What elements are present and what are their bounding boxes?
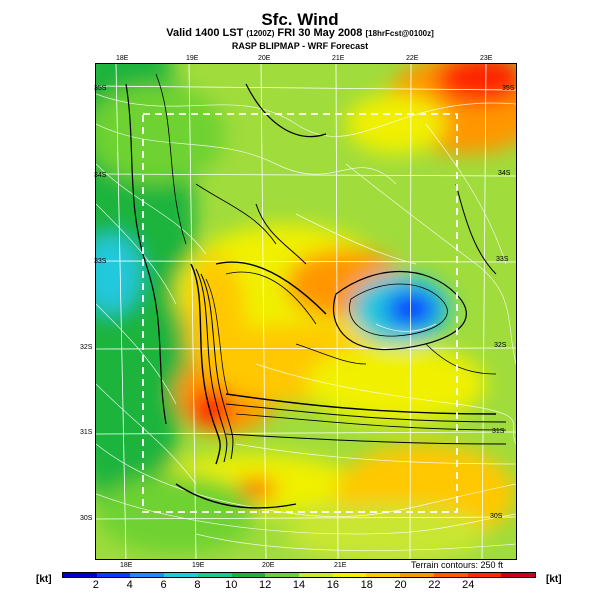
lon-label-bottom: 21E (334, 562, 347, 569)
lat-label-right: 35S (502, 85, 515, 92)
colorbar-segment (130, 573, 165, 577)
colorbar-tick-label: 4 (126, 579, 133, 591)
lat-label-right: 34S (498, 170, 511, 177)
colorbar-segment (231, 573, 266, 577)
map-source: RASP BLIPMAP - WRF Forecast (231, 41, 369, 51)
lon-label-top: 20E (258, 55, 271, 62)
colorbar-segment (299, 573, 333, 577)
lat-label-right: 30S (490, 513, 503, 520)
colorbar-tick-label: 10 (225, 579, 238, 591)
lon-label-top: 22E (406, 55, 419, 62)
colorbar-segment (433, 573, 468, 577)
lon-label-top: 19E (186, 55, 199, 62)
lat-label-left: 30S (80, 515, 93, 522)
colorbar-tick-label: 24 (462, 579, 475, 591)
colorbar-unit-left: [kt] (36, 574, 52, 585)
valid-utc: (1200Z) (246, 29, 275, 38)
wind-field-svg (96, 64, 516, 559)
colorbar-tick-label: 6 (160, 579, 167, 591)
colorbar-tick-label: 20 (394, 579, 407, 591)
lon-label-bottom: 18E (120, 562, 133, 569)
wind-map (95, 63, 517, 560)
lat-label-left: 33S (94, 258, 107, 265)
colorbar-unit-right: [kt] (546, 574, 562, 585)
map-subtitle: Valid 1400 LST (1200Z) FRI 30 May 2008 [… (0, 27, 600, 39)
lat-lon-grid (96, 64, 516, 559)
colorbar-tick-label: 12 (259, 579, 272, 591)
wind-speed-colorbar (62, 572, 536, 578)
valid-time: Valid 1400 LST (166, 27, 244, 39)
inner-domain-box (142, 113, 458, 513)
colorbar-tick-label: 2 (92, 579, 99, 591)
forecast-info: [18hrFcst@0100z] (365, 29, 434, 38)
colorbar-tick-label: 22 (428, 579, 441, 591)
terrain-contours (125, 73, 507, 509)
colorbar-segment (96, 573, 131, 577)
colorbar-segment (63, 573, 97, 577)
colorbar-segment (400, 573, 434, 577)
colorbar-segment (332, 573, 367, 577)
valid-date: FRI 30 May 2008 (277, 27, 363, 39)
lon-label-bottom: 19E (192, 562, 205, 569)
lat-label-right: 33S (496, 256, 509, 263)
colorbar-segment (366, 573, 401, 577)
lat-label-right: 31S (492, 428, 505, 435)
lon-label-top: 21E (332, 55, 345, 62)
wind-streamlines (96, 93, 516, 551)
colorbar-tick-label: 8 (194, 579, 201, 591)
map-title: Sfc. Wind (261, 10, 339, 29)
lon-label-top: 18E (116, 55, 129, 62)
colorbar-tick-label: 18 (360, 579, 373, 591)
lat-label-right: 32S (494, 342, 507, 349)
terrain-contour-note: Terrain contours: 250 ft (410, 560, 503, 570)
colorbar-segment (467, 573, 502, 577)
lon-label-bottom: 20E (262, 562, 275, 569)
colorbar-segment (164, 573, 198, 577)
colorbar-segment (197, 573, 232, 577)
lat-label-left: 31S (80, 429, 93, 436)
colorbar-segment (265, 573, 300, 577)
lat-label-left: 35S (94, 85, 107, 92)
lat-label-left: 34S (94, 172, 107, 179)
lon-label-top: 23E (480, 55, 493, 62)
lat-label-left: 32S (80, 344, 93, 351)
colorbar-tick-label: 16 (326, 579, 339, 591)
colorbar-segment (501, 573, 536, 577)
colorbar-tick-label: 14 (292, 579, 306, 591)
